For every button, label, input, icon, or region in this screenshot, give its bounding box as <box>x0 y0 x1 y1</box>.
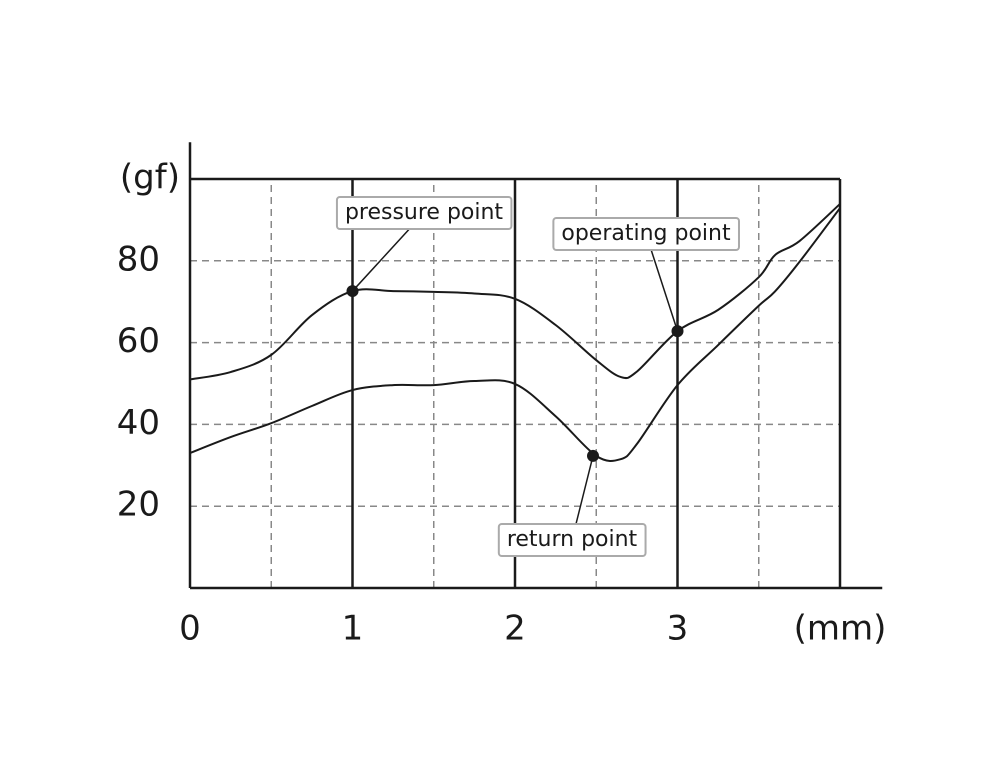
annotation-point <box>587 449 599 462</box>
x-tick-label: 3 <box>667 609 689 649</box>
y-tick-label: 80 <box>117 239 160 279</box>
annotation-point <box>346 285 359 298</box>
x-tick-label: 2 <box>504 609 526 649</box>
annotation-label: operating point <box>561 221 731 246</box>
annotation-box <box>552 217 740 251</box>
annotation-point <box>671 325 684 338</box>
y-tick-label: 40 <box>117 403 160 443</box>
y-tick-label: (gf) <box>120 158 180 198</box>
annotation-box <box>497 523 647 557</box>
annotation-box <box>335 196 513 230</box>
x-tick-label: (mm) <box>794 609 887 649</box>
y-tick-label: 60 <box>117 321 160 361</box>
curve <box>189 207 841 462</box>
y-tick-label: 20 <box>117 485 160 525</box>
curve <box>189 203 841 381</box>
annotation-label: pressure point <box>345 200 503 225</box>
x-tick-label: 1 <box>342 609 364 649</box>
annotation-label: return point <box>507 527 638 552</box>
x-tick-label: 0 <box>179 609 201 649</box>
